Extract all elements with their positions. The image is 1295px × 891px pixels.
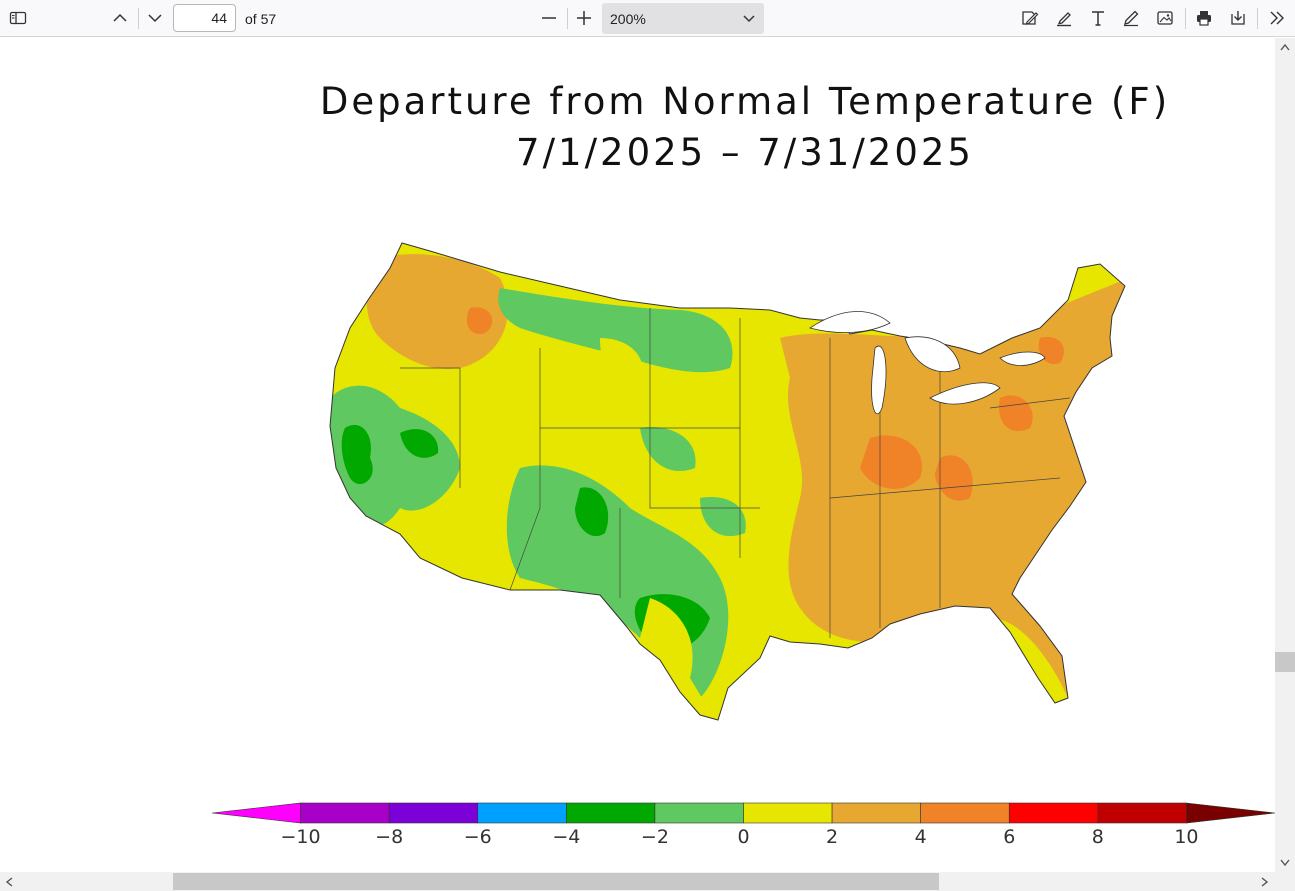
signature-icon [1022,11,1039,25]
legend-tick-label: −4 [552,826,580,848]
scroll-down-icon[interactable] [1279,858,1291,868]
temperature-departure-map [329,242,1126,721]
horizontal-scroll-thumb[interactable] [173,873,939,890]
map-date-range: 7/1/2025 – 7/31/2025 [516,131,974,174]
legend-color-box [831,802,921,824]
minus-icon [542,17,556,19]
horizontal-scrollbar[interactable] [0,872,1295,891]
zoom-value: 200% [610,11,646,27]
save-button[interactable] [1224,4,1252,32]
legend-tick-label: 6 [1003,826,1015,848]
chevron-down-icon [743,15,755,23]
state-boundaries [400,308,1071,638]
map-title: Departure from Normal Temperature (F) [319,80,1171,123]
great-lakes [809,311,1046,415]
legend-tick-label: 4 [915,826,927,848]
legend-tick-label: −10 [281,826,321,848]
pdf-toolbar: of 57 200% [0,0,1295,37]
toolbar-separator [1185,8,1186,29]
legend-tick-label: 2 [826,826,838,848]
legend-tick-label: 0 [737,826,749,848]
legend-color-box [1097,802,1187,824]
legend-tick-label: −2 [641,826,669,848]
legend-tick-label: −8 [375,826,403,848]
legend-left-triangle [211,802,301,824]
legend-color-box [654,802,744,824]
print-button[interactable] [1190,4,1218,32]
zoom-select[interactable]: 200% [602,3,764,34]
pen-icon [1124,10,1139,27]
scroll-right-icon[interactable] [1260,876,1270,888]
vertical-scroll-thumb[interactable] [1275,652,1295,672]
sidebar-toggle-button[interactable] [4,4,32,32]
download-icon [1231,11,1245,25]
legend-color-box [477,802,567,824]
legend-tick-label: −6 [464,826,492,848]
chevron-down-icon [148,14,162,23]
add-image-button[interactable] [1151,4,1179,32]
more-tools-button[interactable] [1263,4,1291,32]
legend-color-box [300,802,390,824]
text-icon [1092,11,1104,26]
sidebar-toggle-icon [9,11,27,25]
page-number-input[interactable] [173,4,236,32]
scroll-left-icon[interactable] [4,876,14,888]
vertical-scrollbar[interactable] [1275,38,1295,872]
zoom-out-button[interactable] [535,4,563,32]
highlight-button[interactable] [1050,4,1078,32]
legend-tick-label: 10 [1174,826,1198,848]
legend-right-triangle [1186,802,1275,824]
color-scale-legend: −10 −8 −6 −4 −2 0 2 4 6 8 10 [211,802,1275,848]
zoom-in-button[interactable] [570,4,598,32]
legend-color-box [743,802,833,824]
image-icon [1157,11,1173,25]
legend-color-box [920,802,1010,824]
add-text-button[interactable] [1084,4,1112,32]
printer-icon [1197,11,1211,26]
legend-color-box [566,802,656,824]
draw-signature-button[interactable] [1016,4,1044,32]
page-count-label: of 57 [245,11,277,27]
legend-tick-label: 8 [1092,826,1104,848]
draw-button[interactable] [1117,4,1145,32]
legend-color-box [388,802,479,824]
plus-icon [577,11,591,25]
previous-page-button[interactable] [106,4,134,32]
scroll-up-icon[interactable] [1279,42,1291,52]
pdf-page-viewport: Departure from Normal Temperature (F) 7/… [0,38,1275,872]
next-page-button[interactable] [141,4,169,32]
legend-color-box [1008,802,1099,824]
chevron-up-icon [113,13,127,22]
toolbar-separator [1257,8,1258,29]
toolbar-separator [567,8,568,29]
highlighter-icon [1057,12,1071,27]
double-chevron-right-icon [1270,11,1284,25]
toolbar-separator [138,8,139,29]
